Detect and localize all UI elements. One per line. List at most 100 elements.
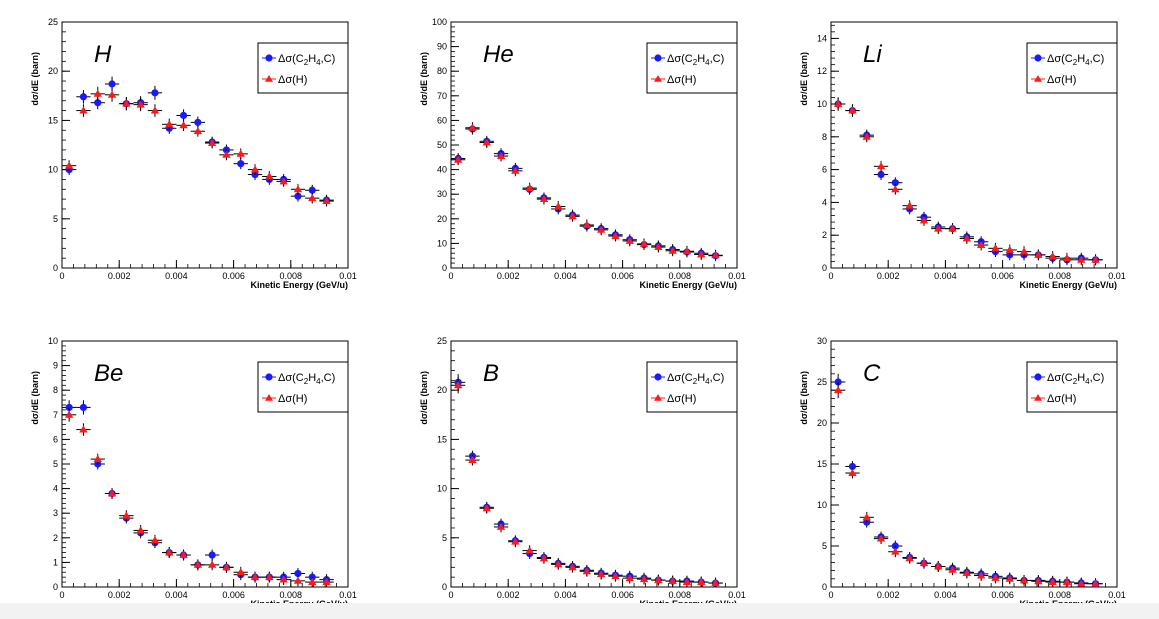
- marker-triangle: [1048, 252, 1057, 260]
- marker-triangle: [293, 185, 303, 193]
- marker-triangle: [468, 455, 477, 464]
- data-point-h: [959, 233, 974, 244]
- data-point-h: [608, 570, 623, 582]
- y-tick-label: 20: [817, 418, 827, 428]
- data-point-h: [190, 559, 205, 571]
- x-tick-label: 0.004: [934, 271, 957, 281]
- marker-triangle: [919, 559, 929, 567]
- x-tick-label: 0.01: [728, 590, 746, 600]
- data-point-h: [247, 571, 263, 583]
- legend-marker-triangle: [654, 75, 662, 82]
- y-tick-label: 6: [53, 434, 58, 444]
- marker-circle: [179, 111, 188, 120]
- data-point-h: [479, 137, 494, 148]
- data-point-c2h4c: [233, 158, 248, 170]
- data-point-c2h4c: [76, 400, 91, 415]
- marker-triangle: [136, 100, 145, 108]
- marker-triangle: [539, 554, 549, 562]
- panel-label: Be: [94, 360, 123, 387]
- data-point-h: [219, 149, 234, 161]
- data-point-h: [916, 215, 932, 226]
- y-tick-label: 5: [53, 214, 58, 224]
- marker-triangle: [539, 194, 549, 203]
- marker-triangle: [596, 225, 606, 233]
- marker-triangle: [165, 548, 174, 556]
- marker-triangle: [625, 573, 634, 582]
- marker-circle: [194, 118, 202, 126]
- marker-triangle: [568, 212, 577, 220]
- data-point-h: [1074, 578, 1089, 587]
- data-point-h: [119, 97, 134, 111]
- x-tick-label: 0.006: [611, 271, 634, 281]
- data-point-h: [465, 454, 480, 466]
- marker-circle: [294, 192, 302, 200]
- marker-triangle: [482, 138, 491, 146]
- data-point-h: [536, 193, 552, 205]
- marker-triangle: [891, 185, 900, 193]
- y-tick-label: 15: [817, 459, 827, 469]
- marker-triangle: [1048, 577, 1057, 586]
- marker-triangle: [265, 172, 274, 180]
- marker-triangle: [1034, 250, 1043, 258]
- y-tick-label: 4: [53, 484, 58, 494]
- marker-triangle: [207, 138, 217, 146]
- y-axis-title: dσ/dE (barn): [419, 371, 429, 425]
- data-point-h: [451, 377, 466, 394]
- marker-triangle: [948, 224, 957, 232]
- marker-triangle: [833, 386, 843, 394]
- data-point-h: [190, 125, 205, 137]
- x-tick-label: 0.002: [877, 271, 900, 281]
- data-point-h: [536, 553, 552, 564]
- marker-triangle: [511, 537, 520, 545]
- x-tick-label: 0.006: [991, 590, 1014, 600]
- marker-triangle: [582, 220, 592, 228]
- y-tick-label: 10: [48, 336, 58, 346]
- y-tick-label: 5: [53, 459, 58, 469]
- x-tick-label: 0: [59, 271, 64, 281]
- marker-triangle: [468, 123, 477, 131]
- footer-strip: [0, 603, 1159, 619]
- marker-triangle: [250, 165, 260, 173]
- y-tick-label: 10: [437, 238, 447, 248]
- legend-box: [1026, 42, 1118, 94]
- marker-circle: [94, 99, 102, 107]
- legend: Δσ(C2H4,C) Δσ(H): [257, 42, 349, 94]
- data-point-h: [1031, 575, 1046, 587]
- data-point-h: [276, 175, 291, 187]
- data-point-h: [622, 572, 637, 584]
- marker-triangle: [496, 522, 506, 530]
- marker-triangle: [568, 563, 577, 571]
- data-point-h: [622, 235, 637, 247]
- data-point-h: [679, 576, 695, 587]
- marker-triangle: [496, 151, 506, 160]
- data-point-c2h4c: [76, 89, 91, 104]
- x-tick-label: 0.004: [165, 590, 188, 600]
- marker-triangle: [525, 546, 534, 554]
- data-point-h: [290, 575, 306, 587]
- subscript: 4: [705, 377, 710, 386]
- marker-triangle: [150, 106, 160, 114]
- plot-frame: [61, 21, 349, 269]
- subscript: 2: [304, 377, 309, 386]
- marker-triangle: [207, 560, 217, 568]
- y-tick-label: 90: [437, 42, 447, 52]
- marker-triangle: [596, 570, 606, 578]
- marker-triangle: [1034, 577, 1043, 585]
- legend-entry-h: Δσ(H): [278, 74, 307, 86]
- data-point-c2h4c: [888, 177, 903, 189]
- y-tick-label: 15: [48, 115, 58, 125]
- y-axis-title: dσ/dE (barn): [799, 371, 809, 425]
- data-point-h: [845, 467, 860, 479]
- y-tick-label: 6: [822, 165, 827, 175]
- marker-triangle: [976, 571, 986, 579]
- data-point-h: [959, 567, 974, 579]
- panel-label: Li: [863, 41, 882, 68]
- marker-triangle: [107, 90, 117, 98]
- data-point-c2h4c: [290, 190, 306, 202]
- data-point-h: [1088, 254, 1103, 266]
- y-tick-label: 12: [817, 66, 827, 76]
- y-tick-label: 80: [437, 66, 447, 76]
- plot-frame: [450, 340, 738, 588]
- marker-triangle: [919, 216, 929, 224]
- data-point-c2h4c: [845, 461, 860, 472]
